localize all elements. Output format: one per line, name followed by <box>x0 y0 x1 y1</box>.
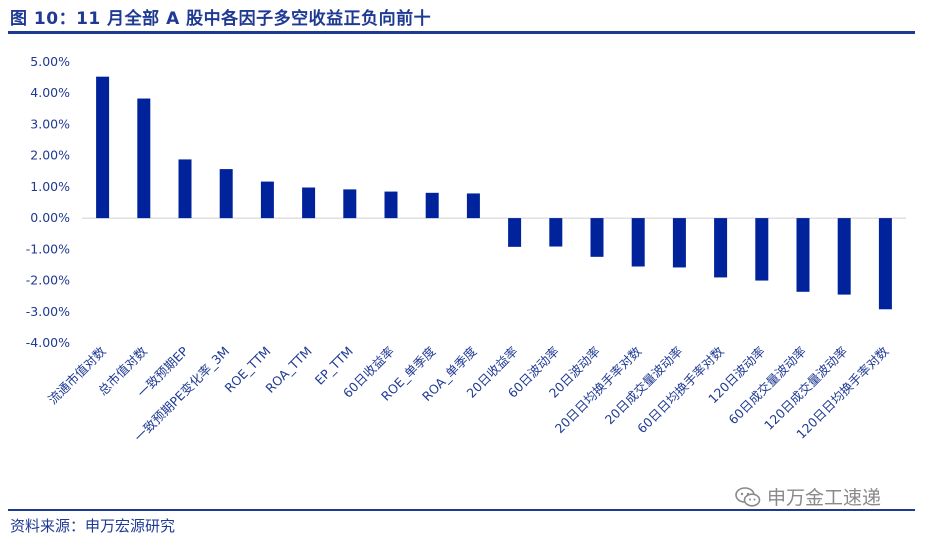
y-tick-label: 3.00% <box>30 116 70 131</box>
bar <box>796 218 810 292</box>
y-tick-label: -1.00% <box>26 241 70 256</box>
y-tick-label: 1.00% <box>30 179 70 194</box>
y-tick-label: 4.00% <box>30 85 70 100</box>
wechat-icon <box>735 486 761 507</box>
bar <box>631 218 645 267</box>
y-axis-ticks: 5.00% 4.00% 3.00% 2.00% 1.00% 0.00% -1.00% -2.0… <box>26 54 70 350</box>
bar <box>878 218 892 310</box>
y-tick-label: -4.00% <box>26 335 70 350</box>
bar <box>837 218 851 295</box>
watermark: 申万金工速递 <box>735 483 881 510</box>
y-tick-label: -3.00% <box>26 304 70 319</box>
y-tick-label: 2.00% <box>30 148 70 163</box>
bar <box>219 169 233 219</box>
y-tick-label: 0.00% <box>30 210 70 225</box>
chart-title: 图 10：11 月全部 A 股中各因子多空收益正负向前十 <box>10 9 432 29</box>
bar <box>549 218 563 247</box>
bar <box>425 192 439 219</box>
bar <box>508 218 522 247</box>
bar-series <box>96 76 892 310</box>
bar <box>714 218 728 278</box>
bar-chart: 5.00% 4.00% 3.00% 2.00% 1.00% 0.00% -1.00% -2.0… <box>26 54 906 445</box>
bar <box>755 218 769 281</box>
bar <box>137 98 151 219</box>
x-tick-label: 流通市值对数 <box>45 343 109 407</box>
bar <box>590 218 604 257</box>
title-rule <box>8 31 915 34</box>
bar <box>260 181 274 219</box>
watermark-text: 申万金工速递 <box>767 487 882 509</box>
y-tick-label: 5.00% <box>30 54 70 69</box>
bar <box>178 159 192 219</box>
y-tick-label: -2.00% <box>26 273 70 288</box>
bar <box>302 187 316 219</box>
source-note: 资料来源：申万宏源研究 <box>10 517 176 535</box>
x-axis-labels: 流通市值对数总市值对数一致预期EP一致预期PE变化率_3MROE_TTMROA_… <box>45 343 892 444</box>
bar <box>466 193 480 219</box>
bar <box>672 218 686 268</box>
bar <box>343 189 357 219</box>
bar <box>96 76 110 219</box>
bar <box>384 191 398 219</box>
footer-rule <box>8 509 915 511</box>
